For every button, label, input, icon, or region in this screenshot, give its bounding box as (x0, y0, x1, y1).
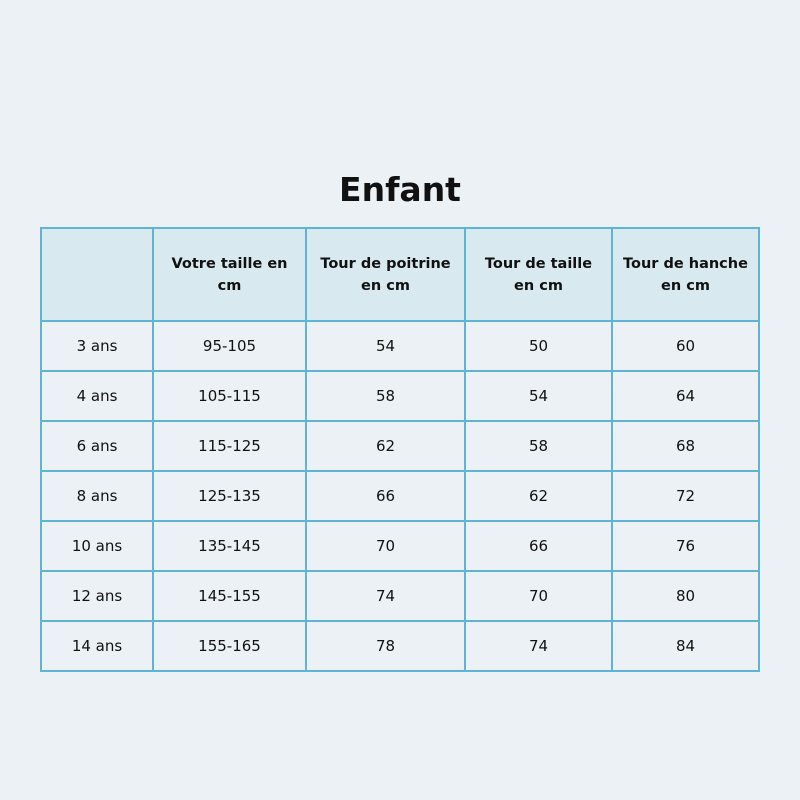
table-cell: 105-115 (152, 370, 307, 422)
column-header: Votre taille en cm (152, 227, 307, 322)
table-cell: 62 (305, 420, 466, 472)
table-cell: 84 (611, 620, 760, 672)
table-row: 6 ans 115-125 62 58 68 (40, 420, 760, 472)
table-cell: 95-105 (152, 320, 307, 372)
header-row: Votre taille en cm Tour de poitrine en cm… (40, 227, 760, 322)
column-header: Tour de poitrine en cm (305, 227, 466, 322)
table-cell: 74 (305, 570, 466, 622)
table-cell: 155-165 (152, 620, 307, 672)
age-cell: 8 ans (40, 470, 154, 522)
table-cell: 70 (305, 520, 466, 572)
table-cell: 72 (611, 470, 760, 522)
table-cell: 66 (464, 520, 613, 572)
table-row: 14 ans 155-165 78 74 84 (40, 620, 760, 672)
table-cell: 60 (611, 320, 760, 372)
table-row: 4 ans 105-115 58 54 64 (40, 370, 760, 422)
table-cell: 58 (464, 420, 613, 472)
table-cell: 115-125 (152, 420, 307, 472)
table-cell: 54 (464, 370, 613, 422)
table-cell: 74 (464, 620, 613, 672)
column-header: Tour de taille en cm (464, 227, 613, 322)
table-cell: 70 (464, 570, 613, 622)
table-cell: 135-145 (152, 520, 307, 572)
table-cell: 50 (464, 320, 613, 372)
size-table: Votre taille en cm Tour de poitrine en cm… (40, 227, 760, 672)
age-cell: 14 ans (40, 620, 154, 672)
table-row: 3 ans 95-105 54 50 60 (40, 320, 760, 372)
age-cell: 4 ans (40, 370, 154, 422)
table-row: 8 ans 125-135 66 62 72 (40, 470, 760, 522)
table-cell: 66 (305, 470, 466, 522)
age-cell: 12 ans (40, 570, 154, 622)
column-header (40, 227, 154, 322)
table-row: 12 ans 145-155 74 70 80 (40, 570, 760, 622)
page-title: Enfant (339, 170, 461, 209)
table-cell: 64 (611, 370, 760, 422)
table-cell: 76 (611, 520, 760, 572)
table-cell: 145-155 (152, 570, 307, 622)
table-cell: 62 (464, 470, 613, 522)
age-cell: 6 ans (40, 420, 154, 472)
age-cell: 3 ans (40, 320, 154, 372)
table-cell: 54 (305, 320, 466, 372)
table-cell: 125-135 (152, 470, 307, 522)
table-row: 10 ans 135-145 70 66 76 (40, 520, 760, 572)
table-cell: 78 (305, 620, 466, 672)
table-cell: 68 (611, 420, 760, 472)
column-header: Tour de hanche en cm (611, 227, 760, 322)
table-cell: 80 (611, 570, 760, 622)
table-cell: 58 (305, 370, 466, 422)
age-cell: 10 ans (40, 520, 154, 572)
